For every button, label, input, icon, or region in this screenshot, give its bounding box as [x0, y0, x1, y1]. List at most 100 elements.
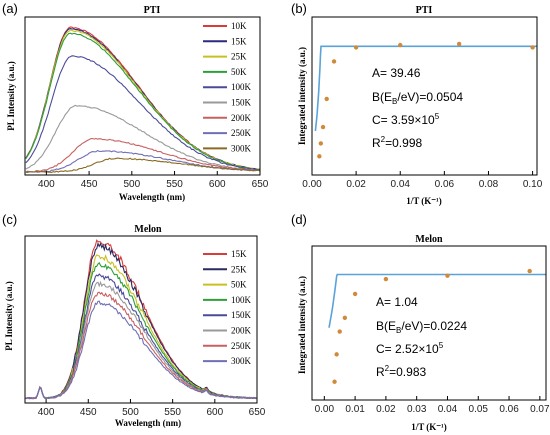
xtick-label: 0.02 [346, 179, 366, 190]
series-line-50K [25, 32, 261, 171]
panel-a: (a) PTI PL Intensity (a.u.) Wavelength (… [2, 1, 269, 202]
legend-entry: 150K [231, 310, 252, 320]
data-point [332, 379, 337, 384]
series-line-300K [25, 157, 261, 173]
series-line-15K [25, 239, 257, 400]
data-point [318, 141, 324, 146]
data-point [334, 352, 339, 357]
panel-c-title: Melon [134, 224, 162, 235]
legend-entry: 250K [231, 341, 252, 351]
panel-d-anno-a: A= 1.04 [376, 295, 418, 309]
panel-c-label: (c) [2, 212, 17, 227]
xtick-label: 500 [122, 407, 139, 418]
panel-a-label: (a) [2, 1, 18, 16]
legend-entry: 200K [231, 326, 252, 336]
panel-d: (d) Melon Integrated intensity (a.u.) 1/… [291, 212, 550, 432]
legend-entry: 150K [231, 98, 252, 108]
xtick-label: 450 [80, 407, 97, 418]
xtick-label: 400 [38, 407, 55, 418]
panel-b-points [317, 41, 535, 159]
xtick-label: 0.04 [438, 404, 458, 415]
series-line-250K [25, 149, 261, 173]
legend-entry: 50K [231, 67, 247, 77]
panel-b-anno-b: B(EB/eV)=0.0504 [372, 90, 463, 106]
xtick-label: 600 [209, 179, 226, 190]
legend-entry: 100K [231, 295, 252, 305]
panel-d-fit-curve [328, 273, 546, 328]
panel-b-label: (b) [291, 1, 307, 16]
data-point [324, 96, 329, 102]
xtick-label: 650 [252, 179, 269, 190]
fit-line [328, 273, 546, 328]
xtick-label: 0.02 [376, 404, 396, 415]
panel-c: (c) Melon PL Intensity (a.u.) Wavelength… [2, 212, 266, 428]
panel-d-anno-b: B(EB/eV)=0.0224 [376, 319, 467, 335]
data-point [317, 154, 322, 159]
fit-line [314, 45, 537, 131]
data-point [445, 273, 450, 278]
xtick-label: 0.04 [391, 179, 411, 190]
xtick-label: 550 [164, 407, 181, 418]
panel-b-xticks: 0.00 0.02 0.04 0.06 0.08 0.10 [302, 171, 543, 190]
panel-d-title: Melon [415, 234, 443, 245]
xtick-label: 0.05 [469, 404, 489, 415]
panel-c-curves [25, 239, 257, 400]
data-point [353, 45, 359, 50]
panel-c-frame [24, 235, 258, 404]
xtick-label: 600 [206, 407, 223, 418]
panel-d-ylabel: Integrated intensity (a.u.) [297, 276, 307, 374]
panel-b: (b) PTI Integrated intensity (a.u.) 1/T … [291, 1, 543, 206]
xtick-label: 0.03 [407, 404, 427, 415]
xtick-label: 400 [38, 179, 55, 190]
legend-entry: 50K [231, 280, 247, 290]
legend-entry: 25K [231, 52, 247, 62]
xtick-label: 0.06 [435, 179, 455, 190]
xtick-label: 0.06 [499, 404, 519, 415]
panel-a-curves [25, 26, 261, 173]
panel-b-frame [311, 16, 538, 176]
legend-entry: 300K [231, 143, 252, 153]
panel-b-anno-r: R2=0.998 [372, 135, 422, 150]
xtick-label: 500 [123, 179, 140, 190]
panel-d-points [332, 268, 532, 384]
data-point [352, 291, 358, 297]
xtick-label: 0.07 [530, 404, 550, 415]
panel-d-frame [311, 245, 547, 401]
panel-b-fit-curve [314, 45, 537, 131]
data-point [320, 124, 326, 130]
series-line-150K [25, 273, 257, 400]
panel-d-xticks: 0.00 0.01 0.02 0.03 0.04 0.05 0.06 0.07 [315, 396, 550, 415]
panel-d-xlabel: 1/T (K⁻¹) [411, 422, 447, 432]
data-point [527, 268, 532, 274]
data-point [342, 315, 348, 321]
panel-a-xticks: 400 450 500 550 600 650 [38, 171, 269, 190]
panel-d-anno-c: C= 2.52×105 [376, 341, 444, 356]
xtick-label: 0.00 [302, 179, 322, 190]
legend-entry: 100K [231, 82, 252, 92]
series-line-200K [25, 137, 261, 173]
panel-b-anno-a: A= 39.46 [372, 66, 421, 80]
data-point [331, 59, 337, 64]
panel-d-label: (d) [291, 212, 307, 227]
panel-a-xlabel: Wavelength (nm) [119, 192, 185, 202]
data-point [456, 41, 462, 47]
legend-entry: 200K [231, 113, 252, 123]
panel-a-ylabel: PL Intensity (a.u.) [6, 61, 16, 131]
xtick-label: 0.00 [315, 404, 335, 415]
series-line-100K [25, 55, 261, 171]
series-line-300K [25, 300, 257, 400]
data-point [398, 42, 403, 48]
data-point [337, 329, 342, 334]
legend-entry: 15K [231, 249, 247, 259]
panel-a-legend: 10K 15K 25K 50K 100K 150K 200K 250K 300K [203, 21, 252, 153]
panel-c-ylabel: PL Intensity (a.u.) [4, 281, 14, 351]
panel-d-anno-r: R2=0.983 [376, 364, 426, 379]
legend-entry: 10K [231, 21, 247, 31]
panel-c-xlabel: Wavelength (nm) [115, 418, 181, 428]
panel-a-frame [24, 16, 261, 176]
xtick-label: 0.08 [479, 179, 499, 190]
panel-b-xlabel: 1/T (K⁻¹) [406, 196, 442, 206]
panel-c-xticks: 400 450 500 550 600 650 [38, 399, 266, 418]
xtick-label: 0.10 [523, 179, 543, 190]
